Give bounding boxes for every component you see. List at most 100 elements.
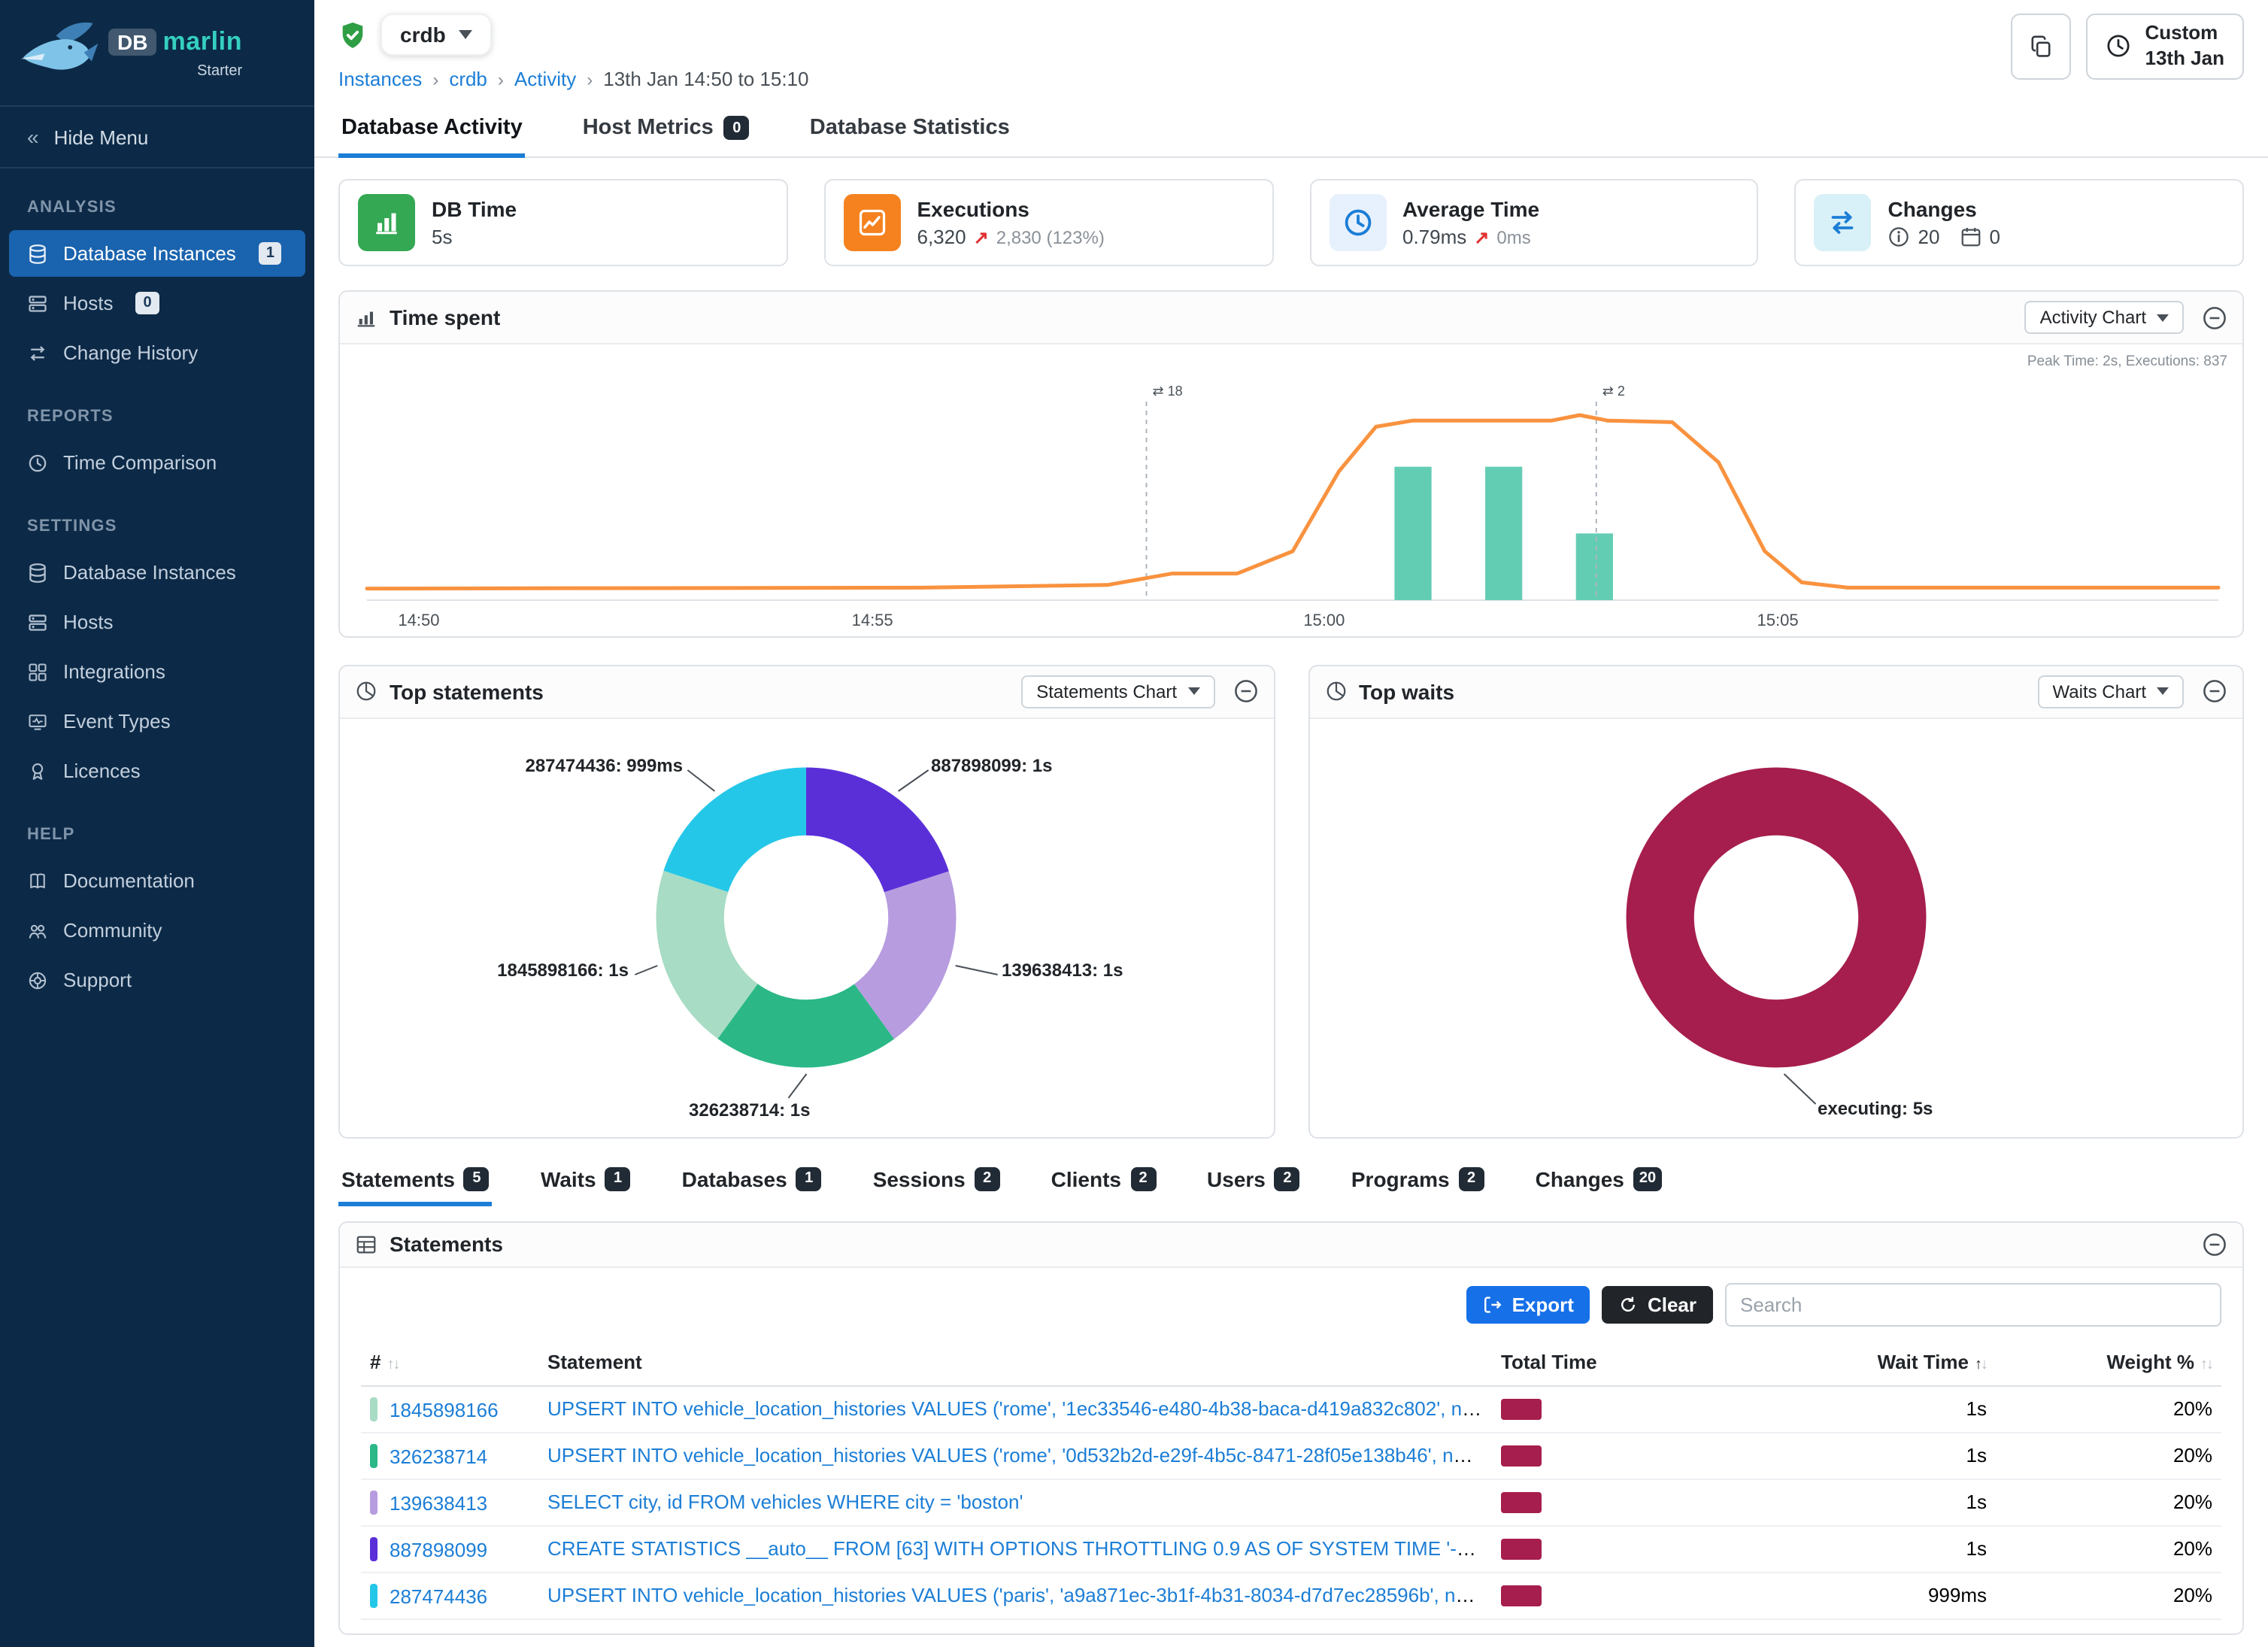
col-header-total-time[interactable]: Total Time xyxy=(1492,1338,1793,1387)
sidebar-item-support[interactable]: Support xyxy=(9,957,305,1003)
tab-waits[interactable]: Waits 1 xyxy=(538,1159,634,1206)
sidebar-item-label: Licences xyxy=(63,760,141,782)
col-header-weight[interactable]: Weight % ↑↓ xyxy=(1996,1338,2221,1387)
sidebar: DB marlin Starter « Hide Menu ANALYSIS D… xyxy=(0,0,314,1647)
table-row: 326238714 UPSERT INTO vehicle_location_h… xyxy=(361,1432,2221,1480)
average-time-value: 0.79ms xyxy=(1402,226,1467,248)
sidebar-item-settings-database-instances[interactable]: Database Instances xyxy=(9,549,305,596)
tab-badge: 2 xyxy=(1458,1166,1484,1191)
sidebar-item-time-comparison[interactable]: Time Comparison xyxy=(9,439,305,486)
time-spent-panel: Time spent Activity Chart ⇄ 18 ⇄ 2 14:50 14… xyxy=(338,290,2244,638)
executions-value: 6,320 xyxy=(917,226,966,248)
search-input[interactable] xyxy=(1725,1282,2221,1327)
statement-id-link[interactable]: 139638413 xyxy=(390,1491,488,1515)
donut-label: 1845898166: 1s xyxy=(497,959,629,981)
statements-donut[interactable] xyxy=(649,759,965,1075)
tab-databases[interactable]: Databases 1 xyxy=(679,1159,825,1206)
statements-chart-selector[interactable]: Statements Chart xyxy=(1021,675,1214,708)
instance-selector[interactable]: crdb xyxy=(381,14,493,56)
breadcrumb-crdb[interactable]: crdb xyxy=(449,68,487,90)
executions-title: Executions xyxy=(917,197,1029,221)
statement-id-link[interactable]: 1845898166 xyxy=(390,1398,499,1421)
export-button[interactable]: Export xyxy=(1466,1285,1590,1324)
statement-text-link[interactable]: SELECT city, id FROM vehicles WHERE city… xyxy=(547,1491,1023,1514)
time-spent-chart[interactable]: ⇄ 18 ⇄ 2 14:50 14:55 15:00 15:05 Peak Time: 2s… xyxy=(340,344,2242,635)
copy-icon xyxy=(2032,35,2051,57)
delta-up-icon: ↗ xyxy=(973,226,989,247)
sidebar-item-hosts[interactable]: Hosts 0 xyxy=(9,280,305,326)
hide-menu-button[interactable]: « Hide Menu xyxy=(0,105,314,168)
sidebar-item-event-types[interactable]: Event Types xyxy=(9,698,305,745)
collapse-panel-button[interactable] xyxy=(2202,305,2227,330)
statement-id-link[interactable]: 326238714 xyxy=(390,1445,488,1468)
col-header-statement[interactable]: Statement xyxy=(538,1338,1492,1387)
host-icon xyxy=(29,614,47,630)
copy-link-button[interactable] xyxy=(2011,14,2072,80)
sidebar-item-community[interactable]: Community xyxy=(9,907,305,954)
tab-clients[interactable]: Clients 2 xyxy=(1048,1159,1159,1206)
statement-id-link[interactable]: 887898099 xyxy=(390,1538,488,1561)
support-icon xyxy=(29,971,47,989)
sidebar-item-database-instances[interactable]: Database Instances 1 xyxy=(9,230,305,277)
collapse-panel-button[interactable] xyxy=(2202,678,2227,704)
shield-check-icon xyxy=(342,21,363,47)
waits-donut[interactable] xyxy=(1618,759,1934,1075)
clear-button[interactable]: Clear xyxy=(1602,1285,1713,1324)
time-range-button[interactable]: Custom 13th Jan xyxy=(2086,14,2244,80)
waits-chart-selector[interactable]: Waits Chart xyxy=(2037,675,2184,708)
wait-time-value: 999ms xyxy=(1793,1572,1996,1620)
tab-programs[interactable]: Programs 2 xyxy=(1348,1159,1487,1206)
tab-badge: 2 xyxy=(1130,1166,1157,1191)
statement-text-link[interactable]: CREATE STATISTICS __auto__ FROM [63] WIT… xyxy=(547,1537,1492,1561)
sort-icon-active: ↑↓ xyxy=(1975,1356,1988,1373)
wait-time-value: 1s xyxy=(1793,1385,1996,1433)
panel-title: Statements xyxy=(390,1232,503,1257)
donut-label: 287474436: 999ms xyxy=(525,754,683,776)
sidebar-item-licences[interactable]: Licences xyxy=(9,748,305,794)
statement-text-link[interactable]: UPSERT INTO vehicle_location_histories V… xyxy=(547,1584,1492,1607)
sidebar-item-settings-hosts[interactable]: Hosts xyxy=(9,599,305,645)
count-badge: 0 xyxy=(135,292,159,314)
col-header-wait-time[interactable]: Wait Time ↑↓ xyxy=(1793,1338,1996,1387)
top-waits-chart[interactable]: executing: 5s xyxy=(1309,718,2242,1136)
tab-changes[interactable]: Changes 20 xyxy=(1533,1159,1666,1206)
executions-card: Executions 6,320 ↗ 2,830 (123%) xyxy=(823,179,1273,266)
sidebar-item-integrations[interactable]: Integrations xyxy=(9,648,305,695)
breadcrumb-activity[interactable]: Activity xyxy=(514,68,577,90)
database-icon xyxy=(29,244,46,263)
tab-host-metrics[interactable]: Host Metrics 0 xyxy=(580,102,753,158)
sidebar-item-label: Change History xyxy=(63,341,199,364)
sidebar-item-label: Time Comparison xyxy=(63,451,217,474)
tab-badge: 1 xyxy=(605,1166,631,1191)
statement-text-link[interactable]: UPSERT INTO vehicle_location_histories V… xyxy=(547,1444,1492,1467)
tab-database-activity[interactable]: Database Activity xyxy=(338,102,526,158)
weight-value: 20% xyxy=(1996,1525,2221,1573)
sidebar-item-label: Hosts xyxy=(63,292,114,314)
count-badge: 1 xyxy=(258,242,282,265)
changes-info-count: 20 xyxy=(1918,226,1940,248)
statement-text-link[interactable]: UPSERT INTO vehicle_location_histories V… xyxy=(547,1397,1492,1421)
changes-card: Changes 20 0 xyxy=(1794,179,2244,266)
tab-database-statistics[interactable]: Database Statistics xyxy=(809,116,1010,140)
tab-badge: 20 xyxy=(1633,1166,1663,1191)
sidebar-item-documentation[interactable]: Documentation xyxy=(9,857,305,904)
table-row: 1845898166 UPSERT INTO vehicle_location_… xyxy=(361,1385,2221,1433)
activity-chart-selector[interactable]: Activity Chart xyxy=(2024,301,2184,334)
detail-tabs: Statements 5 Waits 1 Databases 1 Session… xyxy=(338,1159,2244,1206)
tab-statements[interactable]: Statements 5 xyxy=(338,1159,493,1206)
stats-row: DB Time 5s Executions 6,320 ↗ 2,830 (123… xyxy=(338,179,2244,266)
tab-users[interactable]: Users 2 xyxy=(1204,1159,1303,1206)
col-header-id[interactable]: # ↑↓ xyxy=(361,1338,538,1387)
sidebar-item-change-history[interactable]: Change History xyxy=(9,329,305,376)
tab-sessions[interactable]: Sessions 2 xyxy=(870,1159,1003,1206)
pie-chart-icon xyxy=(356,682,376,701)
breadcrumb-instances[interactable]: Instances xyxy=(338,68,423,90)
sidebar-item-label: Support xyxy=(63,969,132,991)
sidebar-item-label: Documentation xyxy=(63,869,195,892)
database-icon xyxy=(29,563,46,582)
statement-id-link[interactable]: 287474436 xyxy=(390,1585,488,1608)
collapse-panel-button[interactable] xyxy=(1233,678,1258,704)
collapse-panel-button[interactable] xyxy=(2202,1231,2227,1257)
top-statements-chart[interactable]: 287474436: 999ms 887898099: 1s 184589816… xyxy=(340,718,1273,1136)
bar-chart-icon xyxy=(357,311,375,326)
